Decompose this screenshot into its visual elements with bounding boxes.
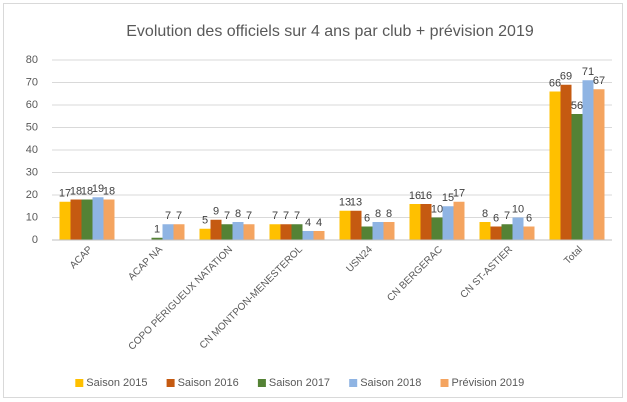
data-label: 7 bbox=[294, 210, 300, 222]
data-label: 7 bbox=[246, 210, 252, 222]
data-label: 56 bbox=[571, 100, 583, 112]
legend-label: Saison 2018 bbox=[360, 377, 421, 389]
bar bbox=[453, 201, 465, 240]
data-label: 7 bbox=[224, 210, 230, 222]
bar bbox=[420, 204, 432, 240]
data-label: 67 bbox=[593, 75, 605, 87]
y-tick-label: 30 bbox=[26, 166, 38, 178]
legend-swatch bbox=[440, 379, 449, 387]
bar bbox=[221, 224, 233, 240]
bar bbox=[339, 210, 351, 240]
bar bbox=[232, 222, 244, 240]
data-label: 8 bbox=[482, 208, 488, 220]
bar bbox=[350, 210, 362, 240]
data-label: 69 bbox=[560, 71, 572, 83]
data-label: 17 bbox=[59, 188, 71, 200]
bar bbox=[302, 231, 314, 240]
data-label: 7 bbox=[176, 210, 182, 222]
bar bbox=[280, 224, 292, 240]
bar bbox=[173, 224, 185, 240]
bar bbox=[199, 228, 211, 240]
data-label: 66 bbox=[549, 77, 561, 89]
legend-swatch bbox=[75, 379, 84, 387]
bar bbox=[243, 224, 255, 240]
data-label: 7 bbox=[165, 210, 171, 222]
bar bbox=[372, 222, 384, 240]
data-label: 6 bbox=[364, 212, 370, 224]
data-label: 4 bbox=[316, 217, 322, 229]
data-label: 7 bbox=[283, 210, 289, 222]
bar bbox=[70, 199, 82, 240]
data-label: 8 bbox=[235, 208, 241, 220]
bar bbox=[442, 206, 454, 240]
data-label: 8 bbox=[386, 208, 392, 220]
legend-swatch bbox=[166, 379, 175, 387]
bar bbox=[291, 224, 303, 240]
y-tick-label: 10 bbox=[26, 211, 38, 223]
bar bbox=[571, 114, 583, 240]
data-label: 10 bbox=[431, 203, 443, 215]
bar bbox=[81, 199, 93, 240]
bar bbox=[560, 84, 572, 240]
bar bbox=[162, 224, 174, 240]
y-tick-label: 70 bbox=[26, 76, 38, 88]
data-label: 19 bbox=[92, 183, 104, 195]
data-label: 4 bbox=[305, 217, 311, 229]
y-tick-label: 80 bbox=[26, 54, 38, 66]
bar bbox=[479, 222, 491, 240]
data-label: 9 bbox=[213, 206, 219, 218]
bar bbox=[490, 226, 502, 240]
bar bbox=[103, 199, 115, 240]
data-label: 7 bbox=[272, 210, 278, 222]
bar bbox=[431, 217, 443, 240]
bar bbox=[501, 224, 513, 240]
bar bbox=[313, 231, 325, 240]
bar bbox=[361, 226, 373, 240]
bar bbox=[523, 226, 535, 240]
bar bbox=[582, 80, 594, 240]
data-label: 18 bbox=[103, 185, 115, 197]
data-label: 13 bbox=[350, 197, 362, 209]
data-label: 7 bbox=[504, 210, 510, 222]
bar bbox=[549, 91, 561, 240]
legend-label: Saison 2015 bbox=[86, 377, 147, 389]
bar bbox=[92, 197, 104, 240]
chart-title: Evolution des officiels sur 4 ans par cl… bbox=[126, 23, 534, 40]
data-label: 5 bbox=[202, 215, 208, 227]
bar bbox=[383, 222, 395, 240]
data-label: 71 bbox=[582, 66, 594, 78]
data-label: 15 bbox=[442, 192, 454, 204]
data-label: 18 bbox=[81, 185, 93, 197]
data-label: 10 bbox=[512, 203, 524, 215]
data-label: 1 bbox=[154, 224, 160, 236]
data-label: 17 bbox=[453, 188, 465, 200]
legend-label: Saison 2017 bbox=[269, 377, 330, 389]
legend-swatch bbox=[349, 379, 358, 387]
data-label: 6 bbox=[526, 212, 532, 224]
legend-swatch bbox=[257, 379, 266, 387]
data-label: 8 bbox=[375, 208, 381, 220]
bar bbox=[409, 204, 421, 240]
y-tick-label: 40 bbox=[26, 144, 38, 156]
legend-label: Saison 2016 bbox=[178, 377, 239, 389]
data-label: 16 bbox=[420, 190, 432, 202]
y-tick-label: 60 bbox=[26, 99, 38, 111]
bar bbox=[151, 237, 163, 240]
data-label: 18 bbox=[70, 185, 82, 197]
y-tick-label: 50 bbox=[26, 121, 38, 133]
bar bbox=[59, 201, 71, 240]
data-label: 6 bbox=[493, 212, 499, 224]
y-tick-label: 20 bbox=[26, 189, 38, 201]
bar bbox=[210, 219, 222, 240]
y-tick-label: 0 bbox=[32, 234, 38, 246]
bar bbox=[593, 89, 605, 240]
legend-label: Prévision 2019 bbox=[452, 377, 525, 389]
data-label: 13 bbox=[339, 197, 351, 209]
bar bbox=[269, 224, 281, 240]
data-label: 16 bbox=[409, 190, 421, 202]
bar bbox=[512, 217, 524, 240]
